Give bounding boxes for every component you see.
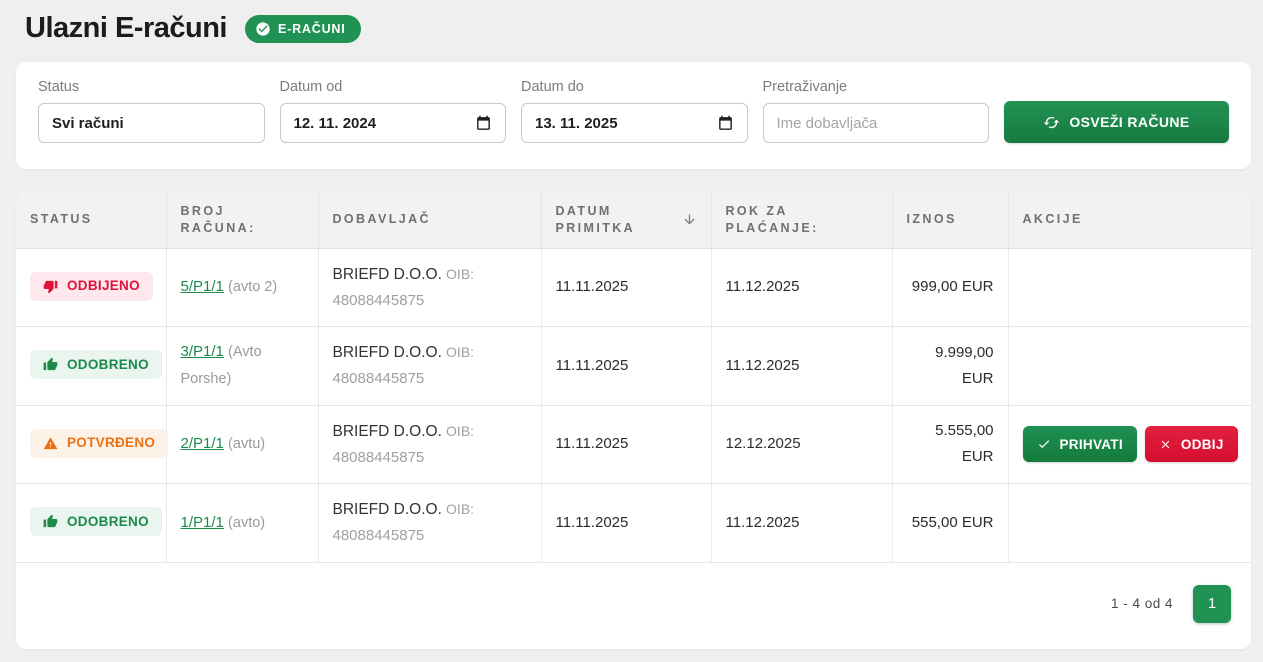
supplier-name: BRIEFD D.O.O. (332, 344, 442, 361)
date-from-value: 12. 11. 2024 (293, 114, 377, 132)
column-header-broj-racuna: BROJ RAČUNA: (166, 192, 319, 249)
column-header-rok-za-placanje: ROK ZA PLAĆANJE: (711, 192, 893, 249)
refresh-button-label: OSVEŽI RAČUNE (1069, 114, 1190, 130)
oib-value: 48088445875 (332, 448, 425, 466)
status-badge-approved: ODOBRENO (30, 507, 162, 537)
column-header-datum-primitka[interactable]: DATUM PRIMITKA (541, 192, 712, 249)
column-header-dobavljac: DOBAVLJAČ (318, 192, 542, 249)
thumbs-up-icon (43, 357, 58, 372)
table-row: ODBIJENO 5/P1/1 (avto 2) BRIEFD D.O.O. O… (16, 248, 1251, 327)
due-date: 11.12.2025 (711, 326, 893, 406)
column-header-iznos: IZNOS (892, 192, 1009, 249)
invoices-table: STATUS BROJ RAČUNA: DOBAVLJAČ DATUM PRIM… (16, 192, 1251, 563)
e-racuni-badge-label: E-RAČUNI (278, 21, 346, 36)
reject-button[interactable]: ODBIJ (1144, 426, 1238, 463)
amount: 555,00 EUR (892, 483, 1009, 563)
search-label: Pretraživanje (762, 79, 848, 95)
oib-label: OIB: (446, 422, 475, 439)
oib-value: 48088445875 (332, 291, 425, 309)
pagination: 1 - 4 od 4 1 (16, 563, 1251, 649)
refresh-invoices-button[interactable]: OSVEŽI RAČUNE (1004, 101, 1229, 143)
calendar-icon[interactable] (475, 115, 492, 132)
date-from-field: Datum od 12. 11. 2024 (279, 79, 506, 143)
check-icon (1037, 437, 1051, 451)
thumbs-down-icon (43, 279, 58, 294)
date-received: 11.11.2025 (541, 483, 712, 563)
oib-label: OIB: (446, 344, 475, 360)
oib-value: 48088445875 (332, 527, 425, 545)
accept-button[interactable]: PRIHVATI (1022, 426, 1137, 463)
invoice-link[interactable]: 5/P1/1 (180, 278, 224, 296)
supplier-name: BRIEFD D.O.O. (332, 422, 442, 440)
search-field: Pretraživanje (762, 79, 989, 143)
invoice-note: (Avto Porshe) (180, 344, 262, 387)
invoice-link[interactable]: 1/P1/1 (180, 513, 224, 531)
date-from-label: Datum od (279, 79, 343, 95)
filter-bar: Status Svi računi Datum od 12. 11. 2024 … (16, 62, 1251, 169)
date-received: 11.11.2025 (541, 405, 712, 484)
invoice-note: (avto 2) (228, 279, 278, 296)
invoice-note: (avto) (228, 514, 266, 531)
invoice-link[interactable]: 3/P1/1 (180, 343, 224, 361)
status-badge-approved: ODOBRENO (30, 350, 162, 380)
table-row: ODOBRENO 3/P1/1 (Avto Porshe) BRIEFD D.O… (16, 326, 1251, 406)
table-header-row: STATUS BROJ RAČUNA: DOBAVLJAČ DATUM PRIM… (16, 192, 1251, 249)
refresh-icon (1043, 114, 1060, 131)
column-header-akcije: AKCIJE (1008, 192, 1251, 249)
due-date: 12.12.2025 (711, 405, 893, 484)
actions-cell (1008, 248, 1251, 327)
date-to-label: Datum do (521, 79, 584, 95)
status-label: Status (38, 79, 80, 95)
amount: 9.999,00 EUR (892, 326, 1009, 406)
actions-cell: PRIHVATI ODBIJ (1008, 405, 1251, 484)
page-title: Ulazni E-računi (25, 12, 228, 44)
due-date: 11.12.2025 (711, 248, 893, 327)
thumbs-up-icon (43, 514, 58, 529)
close-icon (1159, 438, 1172, 451)
date-from-input[interactable]: 12. 11. 2024 (279, 103, 506, 143)
search-input[interactable] (762, 103, 989, 143)
page-header: Ulazni E-računi E-RAČUNI (0, 0, 1263, 53)
warning-icon (43, 436, 58, 451)
table-row: ODOBRENO 1/P1/1 (avto) BRIEFD D.O.O. OIB… (16, 483, 1251, 563)
sort-descending-icon[interactable] (682, 212, 697, 227)
column-header-status: STATUS (16, 192, 167, 249)
date-to-input[interactable]: 13. 11. 2025 (521, 103, 748, 143)
amount: 999,00 EUR (892, 248, 1009, 327)
status-field: Status Svi računi (38, 79, 265, 143)
invoice-note: (avtu) (228, 436, 266, 453)
date-to-field: Datum do 13. 11. 2025 (521, 79, 748, 143)
actions-cell (1008, 326, 1251, 406)
date-received: 11.11.2025 (541, 326, 712, 406)
oib-label: OIB: (446, 265, 475, 282)
status-select-value: Svi računi (52, 114, 124, 132)
status-select[interactable]: Svi računi (38, 103, 265, 143)
date-received: 11.11.2025 (541, 248, 712, 327)
amount: 5.555,00 EUR (892, 405, 1009, 484)
supplier-name: BRIEFD D.O.O. (332, 265, 442, 283)
due-date: 11.12.2025 (711, 483, 893, 563)
pagination-summary: 1 - 4 od 4 (1110, 596, 1173, 611)
e-racuni-badge: E-RAČUNI (245, 14, 361, 43)
oib-label: OIB: (446, 501, 475, 517)
oib-value: 48088445875 (332, 370, 425, 388)
invoice-link[interactable]: 2/P1/1 (180, 435, 224, 453)
actions-cell (1008, 483, 1251, 563)
invoices-table-card: STATUS BROJ RAČUNA: DOBAVLJAČ DATUM PRIM… (16, 192, 1251, 649)
calendar-icon[interactable] (717, 115, 734, 132)
status-badge-confirmed: POTVRĐENO (30, 428, 169, 458)
supplier-name: BRIEFD D.O.O. (332, 501, 442, 518)
check-circle-icon (255, 21, 271, 37)
page-1-button[interactable]: 1 (1193, 584, 1231, 623)
date-to-value: 13. 11. 2025 (535, 114, 618, 132)
status-badge-rejected: ODBIJENO (30, 271, 153, 301)
table-row: POTVRĐENO 2/P1/1 (avtu) BRIEFD D.O.O. OI… (16, 405, 1251, 484)
